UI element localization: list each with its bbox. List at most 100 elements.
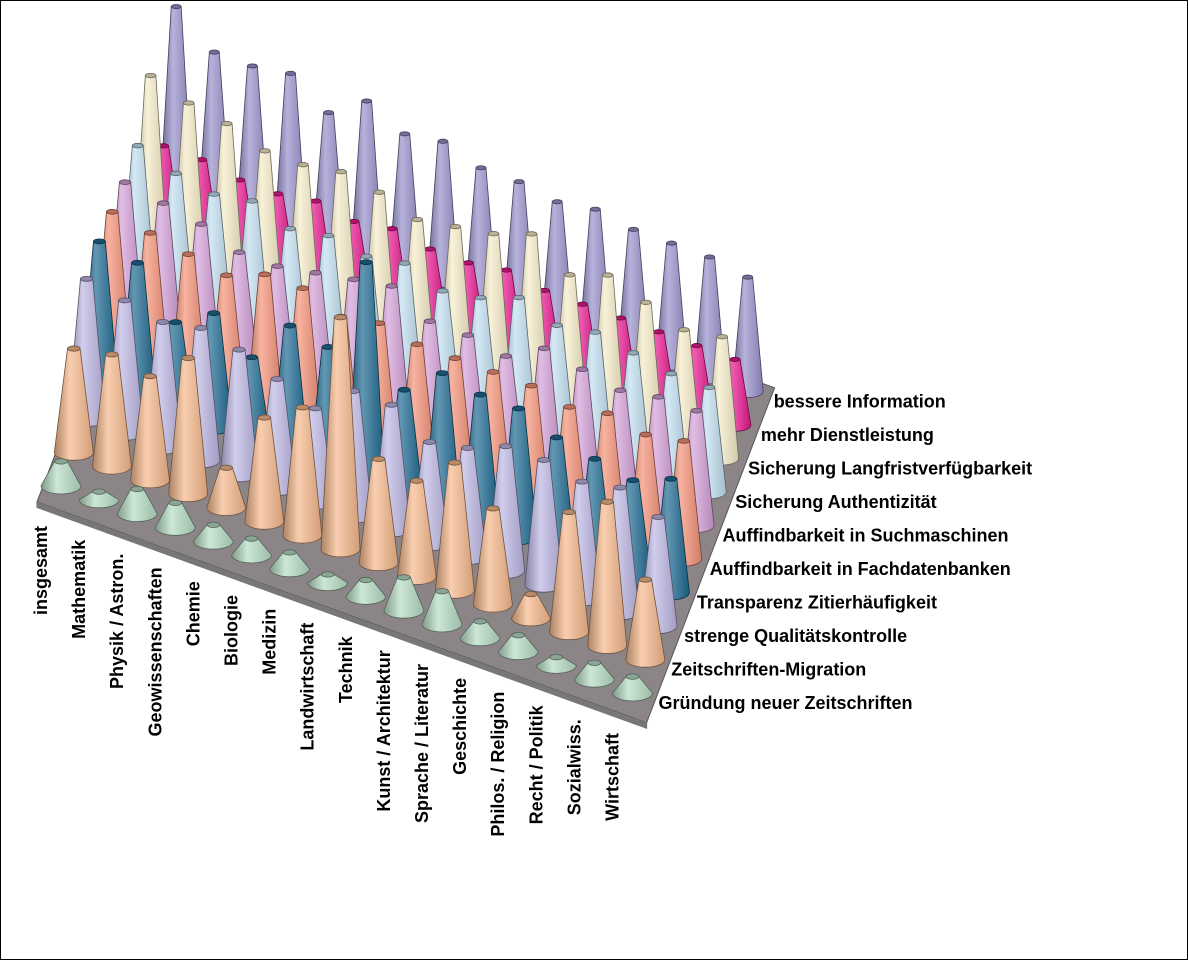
cone-top bbox=[538, 345, 551, 352]
cone-top bbox=[156, 319, 170, 325]
cone-top bbox=[703, 384, 716, 391]
cone-top bbox=[296, 285, 309, 291]
cone-top bbox=[562, 508, 576, 515]
cone-top bbox=[564, 272, 576, 278]
cone-top bbox=[437, 138, 449, 144]
cone-top bbox=[183, 100, 195, 106]
cone-layer bbox=[40, 4, 764, 702]
cone-top bbox=[232, 346, 246, 353]
cone-top bbox=[219, 464, 233, 471]
cone-body bbox=[168, 357, 209, 503]
cone-top bbox=[601, 410, 614, 417]
cone-top bbox=[500, 267, 512, 273]
cone-top bbox=[550, 434, 563, 441]
cone-top bbox=[410, 477, 424, 484]
cone bbox=[130, 373, 170, 489]
cone-top bbox=[397, 574, 411, 581]
category-label: Geschichte bbox=[450, 678, 470, 775]
cone bbox=[472, 505, 513, 613]
cone-top bbox=[347, 276, 360, 283]
cone-top bbox=[170, 4, 182, 10]
cone-top bbox=[221, 120, 233, 127]
category-label: insgesamt bbox=[31, 526, 51, 615]
cone-body bbox=[91, 353, 132, 475]
cone-top bbox=[449, 223, 462, 230]
cone-top bbox=[576, 366, 589, 373]
cone-top bbox=[626, 477, 640, 483]
cone-body bbox=[53, 348, 94, 461]
cone-top bbox=[131, 259, 144, 266]
cone-top bbox=[435, 588, 449, 595]
cone-top bbox=[653, 329, 665, 335]
cone-top bbox=[487, 231, 500, 237]
cone-top bbox=[207, 310, 221, 317]
cone-top bbox=[398, 260, 411, 266]
cone-body bbox=[345, 579, 387, 605]
cone-body bbox=[130, 375, 170, 489]
cone bbox=[345, 576, 387, 605]
cone bbox=[396, 477, 437, 585]
cone-top bbox=[512, 294, 525, 301]
series-label: bessere Information bbox=[774, 392, 946, 412]
cone-top bbox=[474, 294, 487, 301]
cone bbox=[535, 654, 577, 674]
cone bbox=[40, 458, 82, 495]
cone-body bbox=[192, 524, 234, 550]
cone-body bbox=[421, 590, 463, 633]
cone-top bbox=[320, 571, 335, 578]
cone-top bbox=[194, 325, 208, 331]
cone-top bbox=[106, 208, 119, 215]
cone-top bbox=[563, 404, 576, 410]
cone bbox=[78, 488, 120, 509]
cone-top bbox=[359, 259, 373, 266]
category-label: Chemie bbox=[183, 581, 203, 646]
cone bbox=[244, 414, 285, 530]
cone-body bbox=[154, 502, 196, 536]
category-label: Landwirtschaft bbox=[298, 623, 318, 751]
cone-top bbox=[397, 386, 411, 393]
cone-top bbox=[551, 199, 563, 205]
cone-top bbox=[461, 444, 475, 451]
cone-top bbox=[257, 414, 271, 421]
cone-top bbox=[272, 191, 284, 197]
category-label: Biologie bbox=[222, 595, 242, 666]
category-label: Wirtschaft bbox=[603, 733, 623, 821]
cone-top bbox=[144, 230, 157, 236]
series-label: mehr Dienstleistung bbox=[761, 425, 934, 445]
cone-top bbox=[244, 535, 259, 542]
cone bbox=[231, 535, 272, 564]
cone-top bbox=[181, 354, 195, 362]
cone-top bbox=[399, 131, 411, 137]
cone-top bbox=[182, 251, 195, 257]
cone-top bbox=[615, 315, 627, 321]
cone-top bbox=[360, 253, 373, 259]
cone-top bbox=[259, 148, 271, 154]
category-label: Recht / Politik bbox=[526, 704, 546, 824]
cone-top bbox=[691, 343, 703, 349]
category-label: Technik bbox=[336, 635, 356, 703]
cone-top bbox=[54, 458, 68, 465]
cone-top bbox=[206, 521, 221, 528]
cone bbox=[358, 455, 399, 572]
cone bbox=[612, 673, 653, 702]
cone-top bbox=[373, 189, 385, 195]
cone-top bbox=[576, 301, 589, 307]
cone-body bbox=[206, 467, 247, 516]
cone-top bbox=[690, 407, 703, 414]
cone bbox=[511, 591, 551, 627]
cone-top bbox=[677, 438, 690, 444]
cone bbox=[459, 618, 501, 647]
cone-top bbox=[499, 353, 512, 359]
cone-top bbox=[551, 322, 563, 328]
series-label: Gründung neuer Zeitschriften bbox=[659, 693, 913, 713]
cone-top bbox=[588, 455, 602, 462]
cone bbox=[154, 499, 196, 536]
cone-top bbox=[638, 576, 652, 583]
cone-top bbox=[625, 673, 640, 680]
cone-top bbox=[704, 254, 715, 260]
cone-body bbox=[269, 552, 311, 578]
cone-top bbox=[270, 375, 284, 382]
cone-top bbox=[525, 231, 538, 237]
cone-top bbox=[448, 459, 462, 466]
